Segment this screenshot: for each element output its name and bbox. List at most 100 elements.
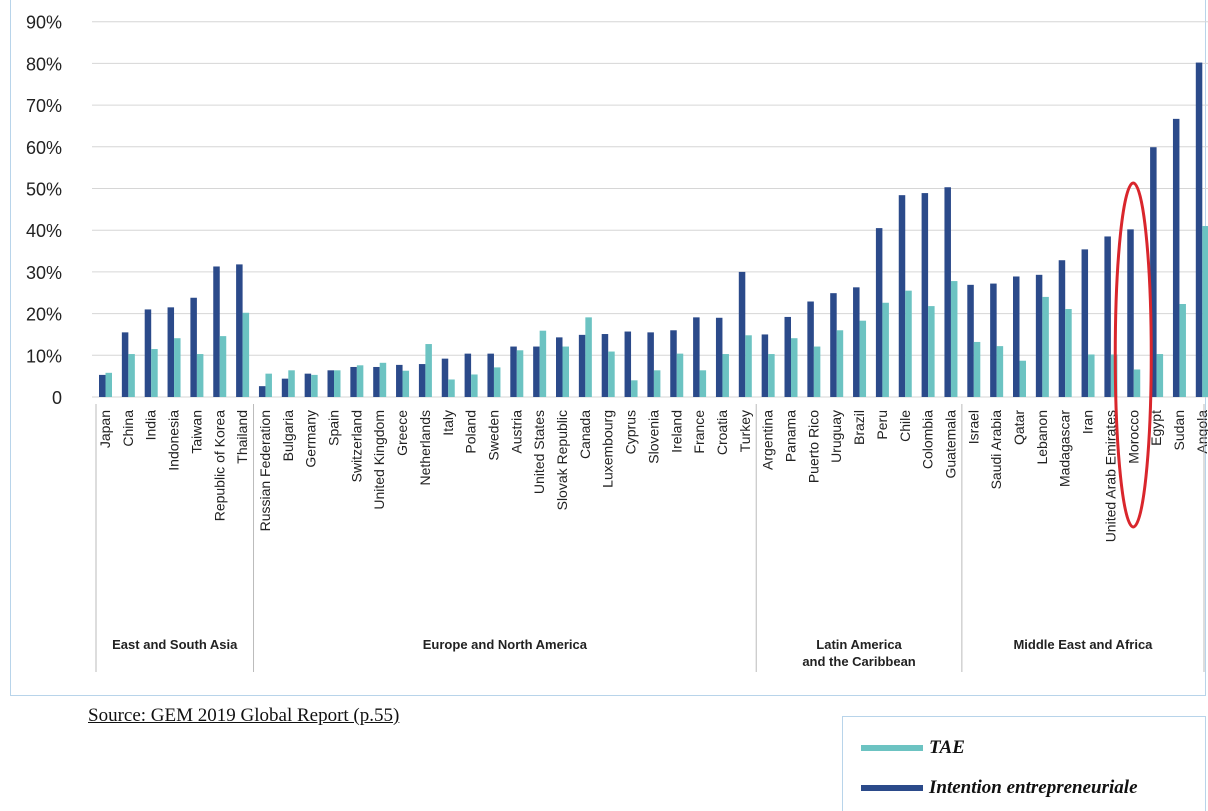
category-label-indonesia: Indonesia — [166, 410, 182, 471]
bar-intention-poland — [464, 353, 472, 397]
bar-tae-turkey — [745, 335, 752, 397]
y-tick-label: 0 — [52, 388, 62, 408]
source-note: Source: GEM 2019 Global Report (p.55) — [88, 705, 400, 726]
category-label-bulgaria: Bulgaria — [280, 410, 296, 462]
bar-tae-argentina — [768, 354, 775, 397]
category-label-italy: Italy — [440, 410, 456, 436]
bar-intention-united-arab-emirates — [1104, 236, 1111, 397]
bar-intention-lebanon — [1035, 274, 1043, 397]
category-label-united-kingdom: United Kingdom — [371, 410, 387, 510]
region-label-east-and-south-asia: East and South Asia — [112, 637, 238, 652]
bar-intention-slovenia — [647, 332, 654, 397]
bar-intention-ireland — [670, 330, 677, 397]
bar-tae-greece — [402, 370, 410, 397]
bar-intention-canada — [578, 334, 586, 397]
bar-intention-guatemala — [944, 187, 951, 397]
y-tick-label: 60% — [26, 138, 62, 158]
bar-tae-qatar — [1019, 360, 1026, 397]
bar-chart: 0 10% 20% 30% 40% 50% 60% 70% 80% 90% Japan China In… — [26, 13, 1208, 672]
bar-tae-croatia — [722, 354, 729, 397]
bar-tae-netherlands — [425, 344, 432, 397]
category-label-poland: Poland — [463, 410, 479, 454]
category-label-croatia: Croatia — [714, 410, 730, 455]
bar-tae-iran — [1088, 354, 1095, 397]
bar-tae-germany — [311, 374, 318, 397]
category-label-united-arab-emirates: United Arab Emirates — [1102, 410, 1118, 542]
bar-intention-chile — [898, 195, 906, 397]
bar-tae-puerto-rico — [813, 346, 821, 397]
bar-intention-japan — [99, 374, 106, 397]
bar-intention-austria — [510, 346, 517, 397]
bar-intention-egypt — [1150, 147, 1157, 397]
region-label-latin-america-and-the-caribbean: and the Caribbean — [802, 654, 915, 669]
region-label-latin-america-and-the-caribbean: Latin America — [816, 637, 902, 652]
bar-intention-madagascar — [1058, 260, 1066, 397]
legend-swatch-intention — [861, 785, 923, 791]
bar-tae-united-kingdom — [379, 362, 387, 397]
bar-tae-colombia — [928, 306, 935, 397]
bar-tae-thailand — [242, 312, 250, 397]
bar-tae-peru — [882, 302, 889, 397]
category-label-peru: Peru — [874, 410, 890, 440]
bar-tae-israel — [973, 341, 981, 397]
bar-intention-bulgaria — [281, 378, 289, 397]
bar-tae-sudan — [1179, 304, 1186, 397]
category-label-panama: Panama — [783, 410, 799, 462]
bar-intention-sudan — [1172, 118, 1180, 398]
bar-tae-morocco — [1133, 369, 1141, 397]
category-label-chile: Chile — [897, 410, 913, 442]
bar-intention-united-kingdom — [373, 366, 380, 397]
category-label-turkey: Turkey — [737, 410, 753, 452]
y-tick-label: 10% — [26, 346, 62, 366]
category-label-sweden: Sweden — [485, 410, 501, 461]
bar-intention-argentina — [761, 334, 769, 397]
bar-intention-slovak-republic — [556, 337, 563, 397]
category-label-argentina: Argentina — [760, 410, 776, 470]
legend-label-intention: Intention entrepreneuriale — [929, 777, 1138, 798]
category-label-saudi-arabia: Saudi Arabia — [988, 410, 1004, 490]
bar-tae-china — [128, 354, 135, 397]
y-tick-label: 20% — [26, 305, 62, 325]
bar-tae-switzerland — [356, 365, 364, 397]
category-label-angola: Angola — [1194, 410, 1208, 454]
bar-intention-turkey — [738, 271, 746, 397]
bar-tae-canada — [585, 317, 592, 397]
bar-intention-spain — [327, 370, 334, 397]
bar-tae-russian-federation — [265, 373, 272, 397]
category-label-guatemala: Guatemala — [942, 410, 958, 479]
bar-intention-france — [693, 317, 700, 397]
bar-intention-cyprus — [624, 331, 632, 397]
category-label-republic-of-korea: Republic of Korea — [211, 410, 227, 522]
category-label-sudan: Sudan — [1171, 410, 1187, 450]
bar-tae-luxembourg — [608, 351, 615, 397]
bar-tae-bulgaria — [288, 370, 295, 397]
bar-intention-united-states — [533, 346, 540, 397]
category-label-iran: Iran — [1080, 410, 1096, 434]
bar-intention-iran — [1081, 249, 1089, 397]
category-label-lebanon: Lebanon — [1034, 410, 1050, 465]
bar-tae-indonesia — [174, 338, 181, 397]
category-label-madagascar: Madagascar — [1057, 410, 1073, 487]
category-label-russian-federation: Russian Federation — [257, 410, 273, 531]
category-label-netherlands: Netherlands — [417, 410, 433, 486]
bar-tae-india — [151, 349, 158, 397]
bar-tae-austria — [516, 350, 524, 397]
region-label-middle-east-and-africa: Middle East and Africa — [1013, 637, 1153, 652]
bar-tae-ireland — [676, 353, 684, 397]
highlight-ellipse-morocco — [1113, 181, 1153, 529]
category-label-india: India — [143, 410, 159, 441]
bar-tae-poland — [471, 374, 478, 397]
bar-intention-luxembourg — [601, 334, 609, 397]
bar-intention-colombia — [921, 193, 929, 397]
bar-tae-france — [699, 370, 707, 397]
legend-swatch-tae — [861, 745, 923, 751]
bar-tae-spain — [334, 370, 341, 397]
bar-tae-guatemala — [950, 281, 958, 397]
bar-tae-united-states — [539, 330, 547, 397]
category-label-colombia: Colombia — [920, 410, 936, 469]
category-label-uruguay: Uruguay — [828, 410, 844, 463]
category-label-egypt: Egypt — [1148, 410, 1164, 446]
bar-intention-taiwan — [190, 297, 197, 397]
bar-tae-chile — [905, 290, 912, 397]
bar-tae-taiwan — [196, 354, 204, 397]
